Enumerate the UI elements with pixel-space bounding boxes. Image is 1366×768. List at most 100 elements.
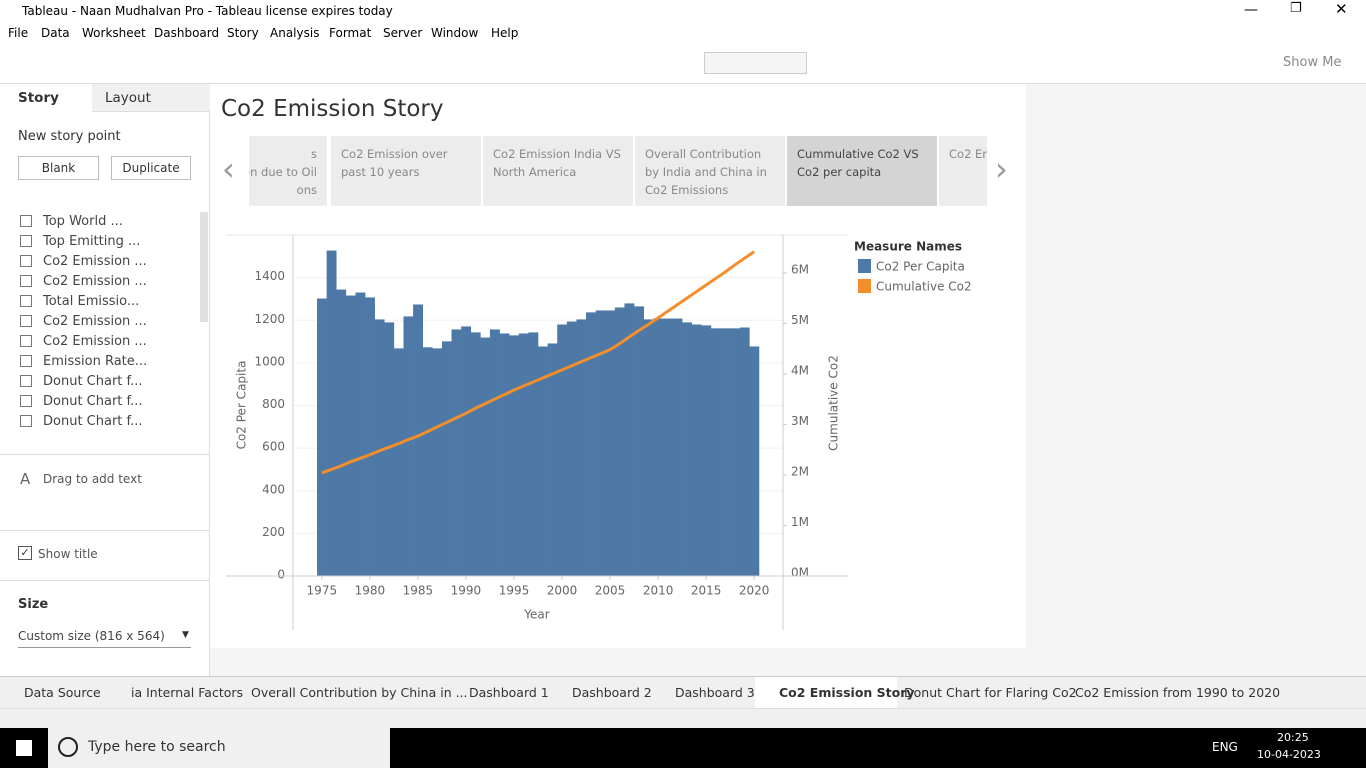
sheet-item[interactable]: Top Emitting ... — [0, 232, 200, 252]
active-tab-bg[interactable] — [755, 677, 897, 708]
story-point[interactable] — [787, 136, 937, 206]
sheet-item[interactable]: Donut Chart f... — [0, 412, 200, 432]
story-point-text[interactable]: Overall Contribution by India and China … — [645, 147, 767, 197]
sheet-name[interactable]: Donut Chart f... — [43, 374, 143, 389]
story-point[interactable] — [331, 136, 481, 206]
menu-item[interactable]: Story — [227, 26, 259, 40]
menu-item[interactable]: Analysis — [270, 26, 320, 40]
sheet-icon — [20, 255, 32, 267]
sheet-tab[interactable]: Dashboard 2 — [572, 685, 652, 700]
underline — [18, 647, 191, 648]
taskbar: Type here to search ENG 20:25 10-04-2023 — [0, 728, 1366, 768]
sheet-icon — [20, 415, 32, 427]
sheet-item[interactable]: Top World ... — [0, 212, 200, 232]
menu-item[interactable]: Help — [491, 26, 519, 40]
menu-item[interactable]: Server — [383, 26, 423, 40]
sheet-tab[interactable]: Co2 Emission Story — [779, 685, 915, 700]
sheet-icon — [20, 395, 32, 407]
story-tab[interactable]: Story — [18, 90, 59, 106]
menu-bar: File Data Worksheet Dashboard Story Analysis F… — [0, 22, 1366, 44]
layout-tab[interactable]: Layout — [105, 90, 151, 106]
sheet-item[interactable]: Emission Rate... — [0, 352, 200, 372]
toolbar: Show Me — [0, 44, 1366, 84]
sheet-item[interactable]: Donut Chart f... — [0, 392, 200, 412]
menu-item[interactable]: Data — [41, 26, 70, 40]
sheet-name[interactable]: Top Emitting ... — [43, 234, 141, 249]
show-title[interactable]: Show title — [38, 547, 98, 561]
sheet-list: Top World ... Top Emitting ... Co2 Emissio… — [0, 212, 200, 440]
story-points: s on due to Oil ons Co2 Emission over pas… — [249, 136, 987, 206]
search-icon — [58, 737, 78, 757]
story-point[interactable] — [483, 136, 633, 206]
show-title-checkbox[interactable]: ✓ — [18, 546, 32, 560]
menu-item[interactable]: Window — [431, 26, 479, 40]
sheet-name[interactable]: Emission Rate... — [43, 354, 148, 369]
language[interactable]: ENG — [1212, 740, 1238, 754]
sheet-icon — [20, 315, 32, 327]
next-arrow[interactable]: › — [995, 150, 1008, 188]
sheet-item[interactable]: Co2 Emission ... — [0, 312, 200, 332]
sheet-icon — [20, 335, 32, 347]
story-title: Co2 Emission Story — [221, 96, 444, 122]
sheet-name[interactable]: Co2 Emission ... — [43, 254, 147, 269]
sheet-icon — [20, 375, 32, 387]
sheet-tab[interactable]: Data Source — [24, 685, 101, 700]
close-button[interactable]: ✕ — [1335, 0, 1348, 18]
story-point[interactable] — [635, 136, 785, 206]
sheet-name[interactable]: Top World ... — [43, 214, 123, 229]
restore-button[interactable]: ❐ — [1290, 1, 1302, 16]
story-point-text[interactable]: s on due to Oil ons — [249, 147, 317, 197]
sheet-tab[interactable]: Donut Chart for Flaring Co2 — [904, 685, 1077, 700]
story-point-text[interactable]: Cummulative Co2 VS Co2 per capita — [797, 147, 919, 179]
sheet-name[interactable]: Total Emissio... — [43, 294, 140, 309]
sheet-name[interactable]: Donut Chart f... — [43, 394, 143, 409]
sheet-item[interactable]: Total Emissio... — [0, 292, 200, 312]
search-box[interactable]: Type here to search — [48, 728, 390, 768]
story-point[interactable] — [939, 136, 987, 206]
story-point-text[interactable]: Co2 Emission India VS North America — [493, 147, 621, 179]
sheet-tab[interactable]: Dashboard 3 — [675, 685, 755, 700]
duplicate-button[interactable]: Duplicate — [111, 156, 191, 180]
story-pane: Story Layout New story point Blank Dupli… — [0, 84, 210, 676]
show-me[interactable]: Show Me — [1283, 55, 1342, 70]
text-icon: A — [20, 470, 31, 488]
clock-date[interactable]: 10-04-2023 — [1257, 748, 1321, 761]
blank-button[interactable]: Blank — [18, 156, 99, 180]
dropdown-arrow: ▼ — [182, 630, 189, 640]
drag-text[interactable]: Drag to add text — [43, 472, 142, 486]
story-point-text[interactable]: Co2 Emission over past 10 years — [341, 147, 448, 179]
size-value[interactable]: Custom size (816 x 564) — [18, 629, 165, 643]
story-point[interactable] — [249, 136, 327, 206]
size-label: Size — [18, 597, 49, 612]
dropdown[interactable] — [704, 52, 807, 74]
sheet-item[interactable]: Co2 Emission ... — [0, 272, 200, 292]
layout-tab-bg[interactable] — [92, 84, 210, 112]
sheet-name[interactable]: Co2 Emission ... — [43, 274, 147, 289]
scrollbar[interactable] — [200, 212, 208, 322]
minimize-button[interactable]: — — [1244, 2, 1258, 18]
menu-item[interactable]: Dashboard — [154, 26, 220, 40]
title-bar: Tableau - Naan Mudhalvan Pro - Tableau l… — [0, 0, 1366, 22]
sheet-tab[interactable]: ia Internal Factors — [131, 685, 244, 700]
start-button[interactable] — [16, 740, 32, 756]
status-bar — [0, 708, 1366, 728]
sheet-tab[interactable]: Dashboard 1 — [469, 685, 549, 700]
menu-item[interactable]: Format — [329, 26, 372, 40]
sheet-name[interactable]: Co2 Emission ... — [43, 314, 147, 329]
divider — [0, 580, 210, 581]
sheet-name[interactable]: Co2 Emission ... — [43, 334, 147, 349]
menu-item[interactable]: Worksheet — [82, 26, 146, 40]
sheet-tab[interactable]: Overall Contribution by China in ... — [251, 685, 468, 700]
sheet-icon — [20, 355, 32, 367]
sheet-name[interactable]: Donut Chart f... — [43, 414, 143, 429]
sheet-tab[interactable]: Co2 Emission from 1990 to 2020 — [1075, 685, 1281, 700]
sheet-item[interactable]: Co2 Emission ... — [0, 332, 200, 352]
menu-item[interactable]: File — [8, 26, 29, 40]
divider — [0, 454, 210, 455]
clock-time[interactable]: 20:25 — [1277, 731, 1309, 744]
story-point-text[interactable]: Co2 Em — [949, 147, 987, 161]
prev-arrow[interactable]: ‹ — [222, 150, 235, 188]
sheet-item[interactable]: Co2 Emission ... — [0, 252, 200, 272]
sheet-item[interactable]: Donut Chart f... — [0, 372, 200, 392]
